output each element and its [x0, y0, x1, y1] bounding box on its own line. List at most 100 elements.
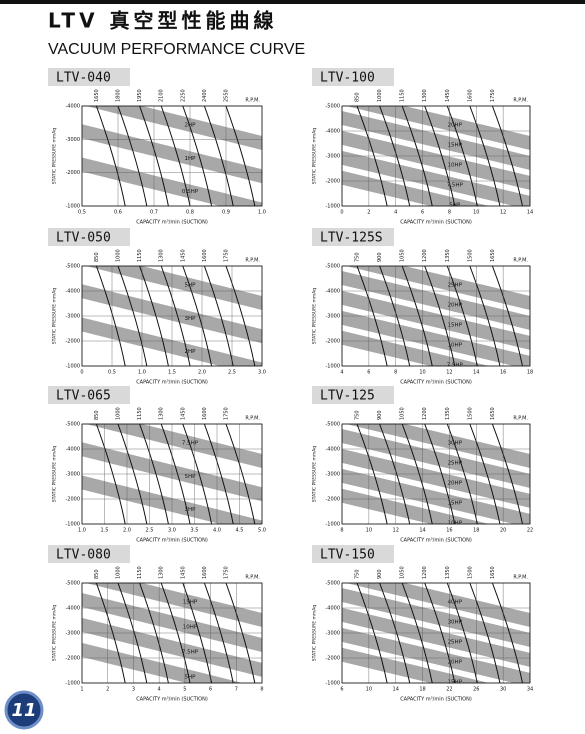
model-label: LTV-125S: [320, 231, 383, 246]
rpm-label: 1450: [180, 249, 186, 262]
x-axis-label: CAPACITY m³/min (SUCTION): [400, 380, 472, 386]
x-tick-label: 10: [366, 687, 372, 693]
rpm-curve: [491, 106, 523, 206]
y-tick-label: -4000: [65, 289, 80, 295]
rpm-label: 1300: [159, 566, 165, 579]
rpm-label: 1500: [467, 249, 473, 262]
y-tick-label: -5000: [325, 581, 340, 587]
x-tick-label: 5: [183, 687, 186, 693]
rpm-label: 1300: [159, 407, 165, 420]
x-tick-label: 2.0: [198, 370, 206, 376]
plot-frame: [81, 423, 263, 525]
hp-label: 7.5HP: [182, 441, 199, 447]
hp-band: [86, 106, 262, 150]
model-tab: [48, 545, 130, 563]
x-tick-label: 10: [366, 528, 372, 534]
x-tick-label: 34: [527, 687, 533, 693]
rpm-unit: R.P.M.: [245, 575, 260, 581]
rpm-curve: [160, 424, 191, 524]
rpm-label: 850: [94, 410, 100, 420]
y-tick-label: -1000: [325, 681, 340, 687]
rpm-label: 1150: [137, 566, 143, 579]
x-tick-label: 12: [393, 528, 399, 534]
rpm-curve: [203, 583, 234, 683]
x-tick-label: 8: [448, 210, 451, 216]
hp-label: 0.5HP: [182, 189, 199, 195]
rpm-curve: [160, 583, 191, 683]
x-tick-label: 4: [340, 370, 343, 376]
plot-frame: [81, 582, 263, 684]
x-tick-label: 1.0: [138, 370, 146, 376]
hp-band: [342, 647, 490, 683]
rpm-curve: [469, 424, 501, 524]
y-axis-label: STATIC PRESSURE mmAq: [312, 128, 318, 184]
rpm-curve: [446, 266, 478, 366]
hp-label: 25HP: [448, 460, 463, 466]
x-tick-label: 14: [393, 687, 399, 693]
rpm-unit: R.P.M.: [513, 416, 528, 422]
rpm-label: 1000: [116, 407, 122, 420]
rpm-curve: [182, 106, 213, 206]
model-label: LTV-040: [56, 71, 111, 86]
rpm-label: 1650: [490, 407, 496, 420]
rpm-unit: R.P.M.: [513, 98, 528, 104]
y-tick-label: -5000: [325, 422, 340, 428]
rpm-label: 1150: [137, 249, 143, 262]
hp-band: [342, 428, 530, 488]
x-tick-label: 14: [527, 210, 533, 216]
x-tick-label: 8: [260, 687, 263, 693]
hp-label: 5HP: [185, 674, 197, 680]
rpm-curve: [356, 106, 388, 206]
rpm-curve: [424, 106, 456, 206]
rpm-label: 1500: [467, 566, 473, 579]
x-tick-label: 1.0: [258, 210, 266, 216]
hp-label: 5HP: [449, 202, 461, 208]
top-bar: [0, 0, 585, 4]
rpm-label: 1300: [159, 249, 165, 262]
y-tick-label: -1000: [65, 681, 80, 687]
rpm-curve: [379, 583, 411, 683]
rpm-curve: [182, 266, 213, 366]
hp-label: 15HP: [448, 679, 463, 685]
plot-frame: [341, 582, 531, 684]
x-tick-label: 4: [158, 687, 161, 693]
rpm-curve: [95, 106, 126, 206]
x-tick-label: 0.9: [222, 210, 230, 216]
plot-frame: [81, 105, 263, 207]
rpm-curve: [182, 583, 213, 683]
x-tick-label: 0.5: [78, 210, 86, 216]
hp-label: 10HP: [448, 162, 463, 168]
y-tick-label: -2000: [325, 497, 340, 503]
rpm-curve: [401, 583, 433, 683]
x-tick-label: 0.6: [114, 210, 122, 216]
hp-band: [342, 310, 530, 366]
hp-band: [342, 110, 530, 170]
y-tick-label: -1000: [65, 522, 80, 528]
x-tick-label: 2.0: [123, 528, 131, 534]
rpm-label: 850: [94, 252, 100, 262]
page-number: 11: [11, 700, 36, 721]
rpm-label: 1000: [116, 249, 122, 262]
rpm-curve: [139, 266, 169, 366]
x-tick-label: 0.7: [150, 210, 158, 216]
rpm-curve: [182, 424, 213, 524]
x-tick-label: 26: [473, 687, 479, 693]
rpm-curve: [117, 583, 148, 683]
x-tick-label: 18: [527, 370, 533, 376]
y-tick-label: -2000: [325, 656, 340, 662]
rpm-curve: [491, 266, 523, 366]
rpm-label: 1600: [467, 89, 473, 102]
hp-band: [342, 448, 530, 508]
y-tick-label: -5000: [325, 264, 340, 270]
rpm-curve: [401, 106, 433, 206]
x-tick-label: 10: [473, 210, 479, 216]
hp-label: 2HP: [185, 349, 197, 355]
x-tick-label: 12: [446, 370, 452, 376]
page-badge: [4, 690, 44, 730]
hp-label: 7.5HP: [447, 182, 464, 188]
hp-band: [82, 157, 262, 206]
x-tick-label: 7: [235, 687, 238, 693]
y-tick-label: -3000: [65, 631, 80, 637]
y-tick-label: -4000: [325, 289, 340, 295]
hp-band: [342, 627, 530, 683]
